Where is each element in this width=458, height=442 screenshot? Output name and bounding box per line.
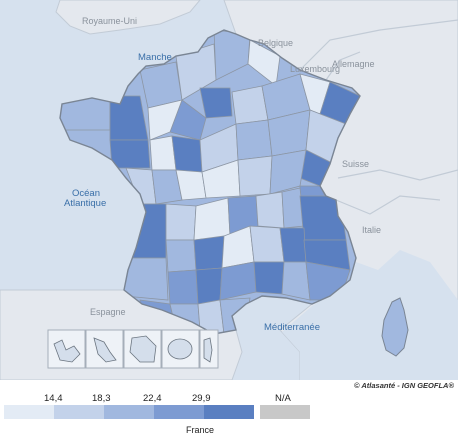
department[interactable]	[171, 135, 203, 173]
inset-guadeloupe[interactable]	[47, 329, 86, 369]
legend-class-5	[204, 405, 254, 419]
reunion-shape	[167, 338, 193, 360]
map-credit: © Atlasanté - IGN GEOFLA®	[354, 381, 454, 390]
guadeloupe-shape	[53, 339, 81, 363]
department[interactable]	[149, 135, 177, 171]
france-outline	[59, 29, 361, 335]
label-allemagne: Allemagne	[332, 59, 375, 69]
legend-class-3	[104, 405, 154, 419]
department[interactable]	[253, 261, 285, 295]
uk-landmass	[55, 0, 201, 35]
department[interactable]	[195, 267, 223, 305]
label-manche: Manche	[138, 52, 172, 63]
department[interactable]	[279, 227, 307, 263]
martinique-shape	[93, 337, 117, 363]
label-italie: Italie	[362, 225, 381, 235]
mayotte-shape	[203, 337, 213, 363]
overseas-insets[interactable]	[47, 329, 219, 369]
label-luxembourg: Luxembourg	[290, 64, 340, 74]
legend-na-box	[260, 405, 310, 419]
department[interactable]	[199, 87, 233, 119]
legend-na-label: N/A	[275, 393, 291, 404]
department[interactable]	[147, 99, 183, 141]
corsica[interactable]	[381, 297, 409, 357]
label-suisse: Suisse	[342, 159, 369, 169]
legend-class-4	[154, 405, 204, 419]
department[interactable]	[167, 269, 199, 305]
department[interactable]	[165, 203, 197, 241]
legend-class-1	[4, 405, 54, 419]
label-mediterranee: Méditerranée	[264, 322, 320, 333]
legend-class-2	[54, 405, 104, 419]
legend-title: France	[186, 425, 215, 435]
legend-tick-1: 14,4	[44, 393, 63, 404]
map-frame[interactable]: Royaume-Uni Manche Belgique Luxembourg A…	[0, 0, 458, 380]
italy-sea-cut	[282, 250, 458, 380]
legend-tick-2: 18,3	[92, 393, 111, 404]
legend-tick-4: 29,9	[192, 393, 211, 404]
label-royaume-uni: Royaume-Uni	[82, 16, 137, 26]
department[interactable]	[109, 139, 151, 169]
label-ocean: Océan	[72, 188, 100, 199]
legend-tick-3: 22,4	[143, 393, 162, 404]
label-belgique: Belgique	[258, 38, 293, 48]
department[interactable]	[249, 225, 285, 263]
department[interactable]	[235, 119, 273, 161]
guyane-shape	[129, 335, 157, 363]
label-atlantique: Atlantique	[64, 198, 106, 209]
department[interactable]	[237, 155, 273, 197]
department[interactable]	[193, 235, 225, 271]
department[interactable]	[197, 299, 225, 334]
department[interactable]	[165, 239, 197, 273]
department[interactable]	[281, 261, 311, 301]
country-borders	[299, 19, 458, 215]
label-espagne: Espagne	[90, 307, 126, 317]
department[interactable]	[255, 191, 285, 229]
